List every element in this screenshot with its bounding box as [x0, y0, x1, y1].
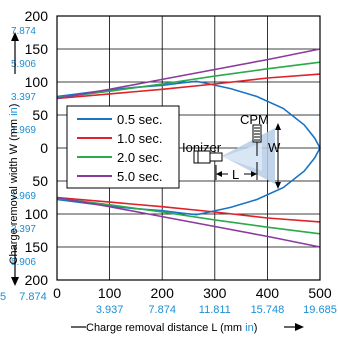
- series-1-0-sec-upper-line: [56, 73, 321, 100]
- x-tick-label: 0: [53, 285, 61, 301]
- x-tick-label: 200: [151, 285, 175, 301]
- plot-area-border: [56, 15, 321, 281]
- y-tick-label: 200: [25, 8, 49, 24]
- y-axis-arrow-up-icon: [11, 32, 19, 41]
- series-5-0-sec-lower-line: [56, 196, 321, 248]
- y-axis-title: Charge removal width W (mm in): [8, 104, 20, 265]
- x-axis-title: Charge removal distance L (mm in): [86, 322, 257, 334]
- l-label: L: [232, 167, 239, 182]
- y-tick-label-in: 7.874: [11, 26, 36, 37]
- x-tick-label-in: 11.811: [199, 304, 231, 316]
- y-tick-label: 50: [32, 173, 48, 189]
- y-tick-label-in: 3.397: [11, 92, 36, 103]
- y-axis-arrow-down-icon: [11, 277, 19, 286]
- ionizer-spray-inner: [222, 143, 262, 171]
- plot-frame: [56, 15, 321, 281]
- y-tick-label-in: 5.906: [11, 59, 36, 70]
- x-tick-label-in: 19.685: [303, 304, 337, 316]
- y-tick-label-in: 1.969: [11, 191, 36, 202]
- x-axis-label: Charge removal distance L (mm in): [71, 322, 304, 334]
- y-tick-label-in: 1.969: [11, 125, 36, 136]
- x-tick-label-in-zero: 7.874: [19, 291, 47, 303]
- y-tick-label: 50: [32, 107, 48, 123]
- legend: 0.5 sec. 1.0 sec. 2.0 sec. 5.0 sec.: [66, 105, 180, 189]
- ionizer-body: [193, 150, 211, 164]
- ionizer-diagram: Ionizer CPM W L: [182, 112, 281, 189]
- legend-label: 1.0 sec.: [117, 131, 163, 146]
- clipped-left-label: 5: [0, 291, 6, 303]
- l-arrow-right-icon: [251, 171, 257, 177]
- y-tick-label-in: 3.397: [11, 224, 36, 235]
- y-tick-label: 0: [40, 140, 48, 156]
- x-tick-label-in: 7.874: [148, 304, 176, 316]
- series-2-0-sec-upper-line: [56, 61, 321, 99]
- cpm-label: CPM: [240, 112, 269, 127]
- x-tick-label: 300: [203, 285, 227, 301]
- series-2-0-sec-lower-line: [56, 197, 321, 235]
- legend-label: 0.5 sec.: [117, 112, 163, 127]
- ionizer-label: Ionizer: [182, 140, 222, 155]
- y-tick-label-in: 5.906: [11, 257, 36, 268]
- x-axis-arrow-right-icon: [295, 323, 304, 331]
- w-arrow-up-icon: [275, 123, 281, 130]
- series-5-0-sec-upper-line: [56, 48, 321, 100]
- y-tick-label: 100: [25, 74, 49, 90]
- y-axis-label: Charge removal width W (mm in): [8, 104, 20, 265]
- y-tick-label: 150: [25, 239, 49, 255]
- y-tick-label: 200: [25, 272, 49, 288]
- l-arrow-left-icon: [216, 171, 222, 177]
- w-label: W: [268, 140, 281, 155]
- x-tick-label: 100: [98, 285, 122, 301]
- ionizer-nozzle: [209, 152, 223, 162]
- x-tick-label: 400: [256, 285, 280, 301]
- x-tick-label-in: 3.937: [96, 304, 124, 316]
- legend-label: 5.0 sec.: [117, 169, 163, 184]
- y-tick-label: 100: [25, 206, 49, 222]
- legend-items: 0.5 sec. 1.0 sec. 2.0 sec. 5.0 sec.: [77, 112, 163, 184]
- w-arrow-down-icon: [275, 182, 281, 189]
- x-tick-label: 500: [308, 285, 332, 301]
- y-tick-label: 150: [25, 41, 49, 57]
- series-1-0-sec-lower-line: [56, 196, 321, 223]
- x-tick-label-in: 15.748: [251, 304, 285, 316]
- legend-label: 2.0 sec.: [117, 150, 163, 165]
